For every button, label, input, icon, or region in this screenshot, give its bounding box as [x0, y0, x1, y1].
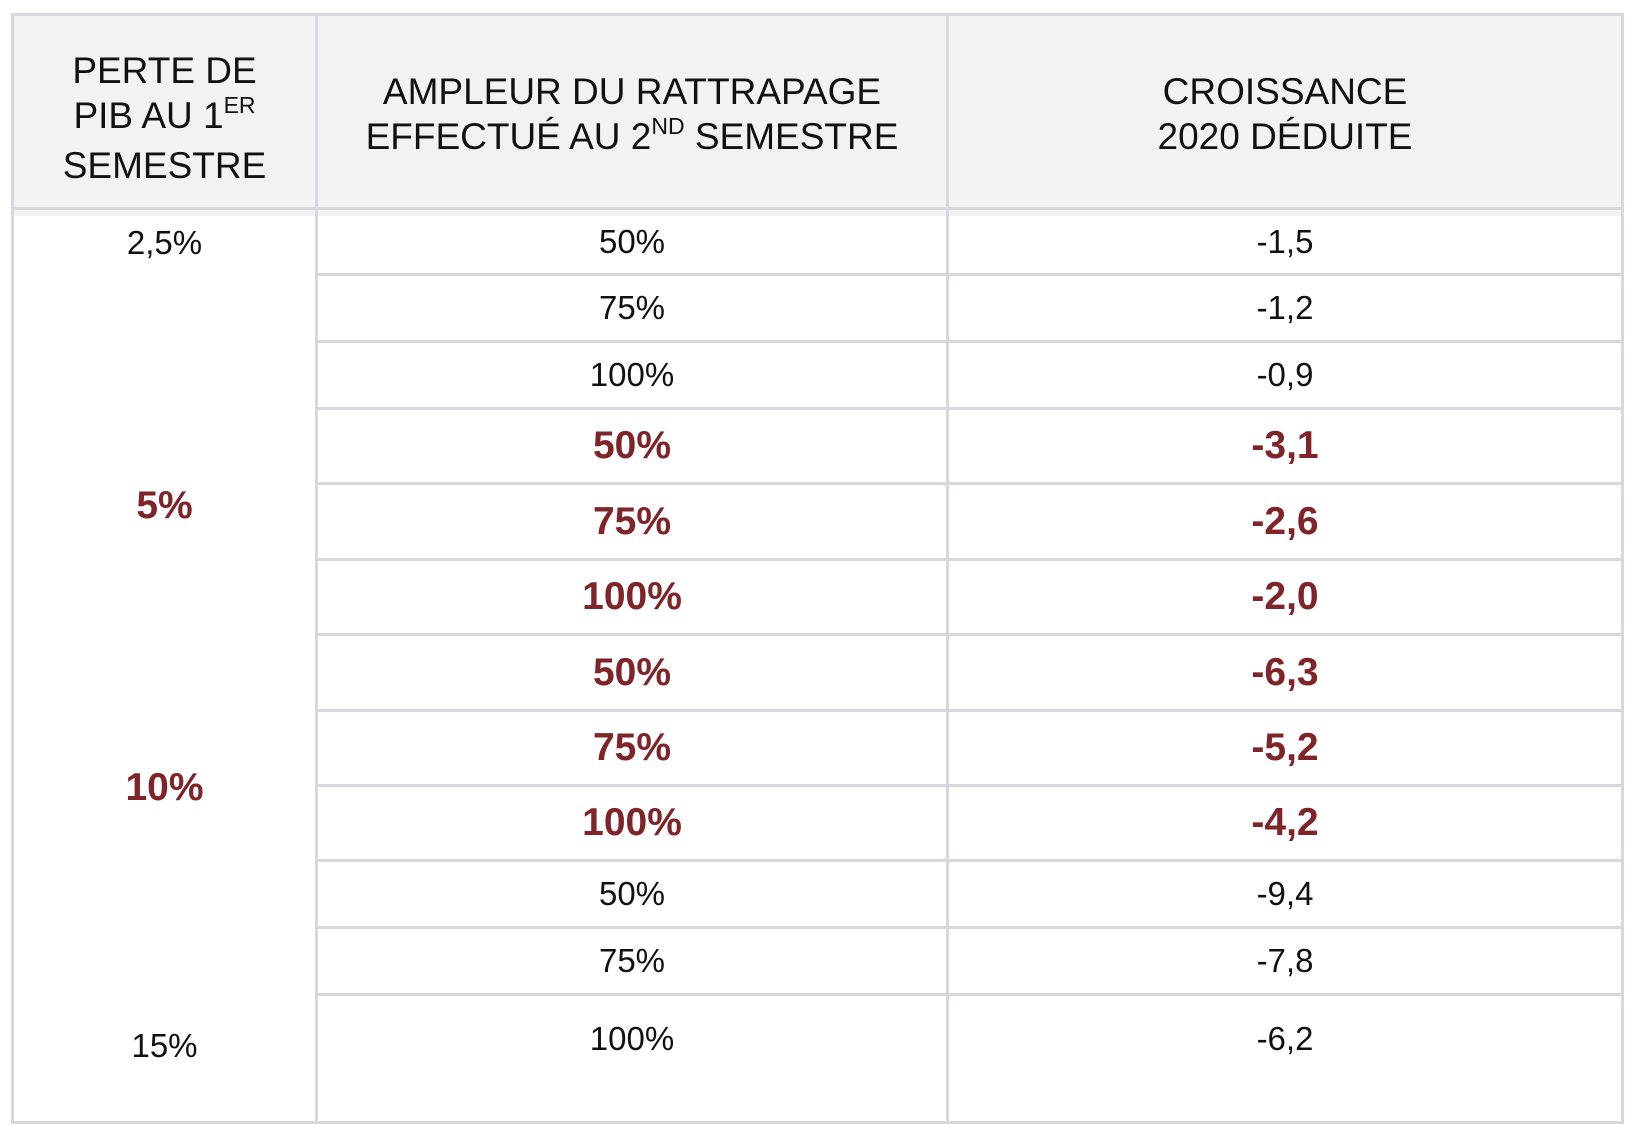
cell-growth: -6,2 [1256, 1020, 1314, 1057]
cell-recovery: 75% [592, 500, 672, 543]
cell-growth: -1,5 [1256, 223, 1314, 260]
cell-growth: -2,0 [1251, 575, 1319, 618]
header-divider [14, 207, 1621, 210]
row-divider [315, 709, 1621, 712]
cell-recovery: 75% [592, 726, 672, 769]
cell-recovery: 75% [598, 289, 666, 326]
cell-pib-loss: 15% [131, 1027, 198, 1064]
row-divider [315, 273, 1621, 276]
cell-pib-loss: 10% [125, 766, 204, 809]
row-divider [315, 482, 1621, 485]
cell-recovery: 100% [589, 1020, 675, 1057]
header-cell-recovery: AMPLEUR DU RATTRAPAGE EFFECTUÉ AU 2ND SE… [318, 16, 946, 216]
cell-recovery: 75% [598, 942, 666, 979]
row-divider [315, 859, 1621, 862]
cell-recovery: 100% [589, 356, 675, 393]
cell-pib-loss: 2,5% [126, 224, 203, 261]
cell-growth: -9,4 [1256, 875, 1314, 912]
cell-growth: -5,2 [1251, 726, 1319, 769]
column-divider [315, 16, 318, 1121]
header-cell-growth: CROISSANCE 2020 DÉDUITE [949, 16, 1621, 216]
cell-growth: -1,2 [1256, 289, 1314, 326]
cell-growth: -3,1 [1251, 424, 1319, 467]
cell-growth: -2,6 [1251, 500, 1319, 543]
cell-recovery: 50% [592, 424, 672, 467]
data-table: PERTE DE PIB AU 1ER SEMESTRE AMPLEUR DU … [11, 13, 1624, 1124]
row-divider [315, 993, 1621, 996]
header-recovery: AMPLEUR DU RATTRAPAGE EFFECTUÉ AU 2ND SE… [365, 71, 899, 157]
header-pib-loss: PERTE DE PIB AU 1ER SEMESTRE [62, 50, 267, 186]
cell-growth: -4,2 [1251, 801, 1319, 844]
cell-recovery: 50% [598, 875, 666, 912]
cell-recovery: 100% [582, 801, 682, 844]
column-divider [946, 16, 949, 1121]
row-divider [315, 633, 1621, 636]
row-divider [315, 407, 1621, 410]
row-divider [315, 340, 1621, 343]
header-cell-pib-loss: PERTE DE PIB AU 1ER SEMESTRE [14, 16, 315, 216]
cell-growth: -7,8 [1256, 942, 1314, 979]
cell-recovery: 50% [592, 651, 672, 694]
row-divider [315, 558, 1621, 561]
cell-growth: -6,3 [1251, 651, 1319, 694]
header-growth: CROISSANCE 2020 DÉDUITE [1157, 71, 1413, 157]
cell-recovery: 50% [598, 223, 666, 260]
cell-recovery: 100% [582, 575, 682, 618]
row-divider [315, 926, 1621, 929]
cell-growth: -0,9 [1256, 356, 1314, 393]
cell-pib-loss: 5% [136, 484, 193, 527]
row-divider [315, 784, 1621, 787]
